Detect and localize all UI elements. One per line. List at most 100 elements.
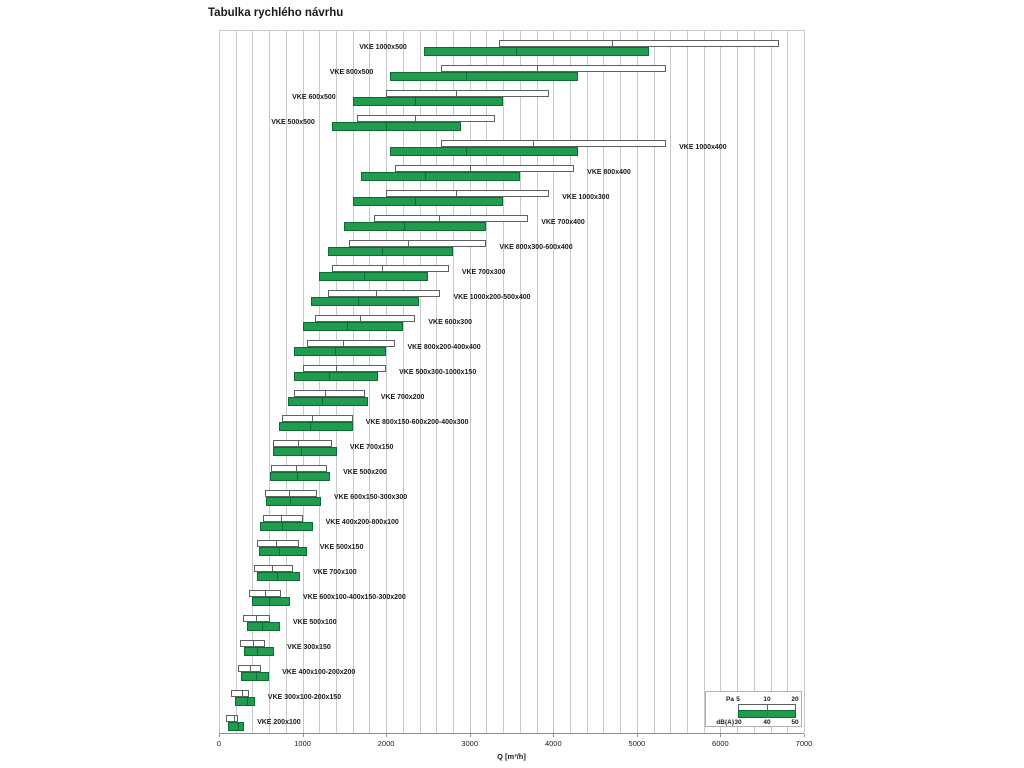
dba-mid-tick [357, 297, 359, 306]
dba-bar [344, 222, 487, 231]
dba-mid-tick [382, 247, 383, 256]
legend-mid-tick [767, 704, 768, 718]
pa-mid-tick [611, 40, 613, 47]
x-axis-tick [469, 734, 471, 737]
dba-mid-tick [335, 347, 337, 356]
series-label: VKE 600x500 [292, 94, 336, 101]
dba-mid-tick [515, 47, 517, 56]
series-label: VKE 400x200-800x100 [325, 519, 399, 526]
plot-top-border [219, 30, 804, 31]
pa-bar [440, 140, 667, 147]
pa-mid-tick [275, 540, 277, 547]
gridline-v [469, 30, 471, 733]
gridline-v [269, 30, 271, 733]
dba-bar [270, 472, 331, 481]
dba-bar [352, 97, 504, 106]
gridline-v [319, 30, 321, 733]
pa-mid-tick [255, 615, 257, 622]
pa-mid-tick [414, 115, 416, 122]
dba-bar [256, 572, 301, 581]
dba-mid-tick [465, 72, 467, 81]
series-label: VKE 800x500 [329, 69, 374, 76]
series-label: VKE 600x300 [428, 319, 472, 326]
series-label: VKE 200x100 [257, 719, 301, 726]
x-axis-tick [804, 734, 805, 737]
x-axis-tick [219, 734, 220, 737]
dba-mid-tick [321, 397, 323, 406]
dba-mid-tick [246, 697, 248, 706]
dba-bar [272, 447, 337, 456]
dba-mid-tick [290, 497, 291, 506]
pa-mid-tick [455, 190, 457, 197]
series-label: VKE 500x200 [343, 469, 387, 476]
pa-mid-tick [342, 340, 344, 347]
pa-bar [331, 265, 449, 272]
series-label: VKE 500x500 [271, 119, 315, 126]
pa-mid-tick [271, 565, 273, 572]
gridline-v [603, 30, 605, 733]
dba-mid-tick [346, 322, 348, 331]
gridline-v [453, 30, 454, 733]
pa-mid-tick [376, 290, 378, 297]
pa-mid-tick [325, 390, 327, 397]
dba-mid-tick [386, 122, 388, 131]
gridline-v [636, 30, 638, 733]
pa-bar [373, 215, 529, 222]
x-axis-tick-label: 5000 [628, 739, 646, 748]
pa-mid-tick [253, 640, 255, 647]
chart-title: Tabulka rychlého návrhu [208, 7, 344, 19]
dba-bar [352, 197, 504, 206]
series-label: VKE 300x150 [287, 644, 331, 651]
series-label: VKE 800x400 [587, 169, 631, 176]
x-axis-tick [720, 734, 722, 737]
pa-bar [386, 90, 550, 97]
legend: Pa 5 10 20 dB(A) 30 40 50 [705, 691, 802, 727]
pa-bar [238, 665, 261, 672]
gridline-v [219, 30, 220, 733]
gridline-v [386, 30, 388, 733]
gridline-v [352, 30, 354, 733]
pa-bar [348, 240, 487, 247]
dba-bar [390, 72, 579, 81]
pa-mid-tick [295, 465, 297, 472]
dba-bar [361, 172, 520, 181]
pa-bar [263, 515, 304, 522]
dba-mid-tick [403, 222, 405, 231]
dba-bar [288, 397, 368, 406]
dba-mid-tick [310, 422, 312, 431]
gridline-v [336, 30, 337, 733]
gridline-v [436, 30, 438, 733]
dba-bar [240, 672, 270, 681]
x-axis-line [219, 733, 804, 734]
pa-mid-tick [469, 165, 471, 172]
dba-bar [265, 497, 321, 506]
dba-bar [423, 47, 650, 56]
series-label: VKE 1000x200-500x400 [453, 294, 531, 301]
dba-bar [246, 622, 280, 631]
dba-bar [331, 122, 462, 131]
pa-mid-tick [265, 590, 266, 597]
dba-bar [244, 647, 275, 656]
pa-bar [273, 440, 332, 447]
gridline-v [703, 30, 705, 733]
pa-bar [257, 540, 300, 547]
pa-mid-tick [536, 65, 538, 72]
gridline-v [737, 30, 739, 733]
dba-bar [294, 372, 378, 381]
gridline-v [653, 30, 655, 733]
dba-mid-tick [364, 272, 366, 281]
pa-bar [226, 715, 239, 722]
series-label: VKE 1000x500 [359, 44, 407, 51]
gridline-v [770, 30, 772, 733]
gridline-v [804, 30, 805, 733]
pa-mid-tick [280, 515, 282, 522]
x-axis-tick-label: 0 [216, 739, 222, 748]
x-axis-tick [386, 734, 388, 737]
series-label: VKE 800x150-600x200-400x300 [365, 419, 469, 426]
dba-bar [259, 522, 313, 531]
legend-pa-tick-20: 20 [791, 696, 799, 703]
pa-bar [270, 465, 327, 472]
dba-mid-tick [257, 647, 259, 656]
legend-dba-tick-50: 50 [791, 719, 799, 726]
